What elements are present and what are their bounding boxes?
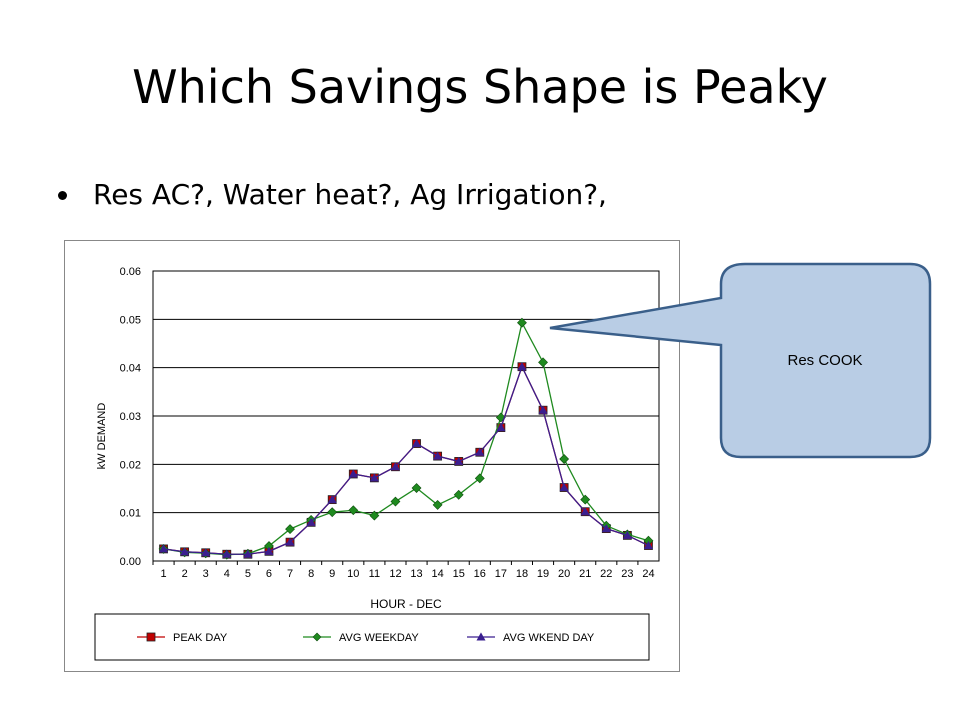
x-tick-label: 3 bbox=[203, 568, 209, 580]
y-tick-label: 0.06 bbox=[120, 266, 141, 278]
data-point-triangle bbox=[538, 405, 548, 414]
data-point-square bbox=[146, 632, 156, 642]
data-point-diamond bbox=[559, 454, 570, 464]
x-tick-label: 9 bbox=[329, 568, 335, 580]
data-point-triangle bbox=[476, 632, 486, 641]
data-point-triangle bbox=[201, 548, 211, 557]
x-axis-label: HOUR - DEC bbox=[370, 597, 442, 611]
data-point-diamond bbox=[312, 632, 322, 642]
series-layer bbox=[158, 317, 654, 560]
data-point-diamond bbox=[327, 507, 338, 518]
data-point-diamond bbox=[580, 494, 591, 505]
data-point-diamond bbox=[432, 500, 443, 510]
data-point-triangle bbox=[496, 422, 506, 432]
x-tick-labels: 1 2 3 4 5 6 7 8 9 10 11 12 13 14 15 16 17 18 19 20 21 22 23 24 bbox=[152, 561, 655, 580]
x-tick-label: 16 bbox=[474, 568, 486, 580]
y-tick-label: 0.00 bbox=[120, 556, 141, 568]
legend-entry: AVG WEEKDAY bbox=[303, 632, 419, 644]
x-tick-label: 24 bbox=[642, 568, 654, 580]
slide-title: Which Savings Shape is Peaky bbox=[132, 60, 828, 114]
legend-entry: AVG WKEND DAY bbox=[467, 632, 595, 644]
y-tick-label: 0.04 bbox=[120, 363, 141, 375]
data-point-triangle bbox=[264, 546, 274, 555]
data-point-triangle bbox=[622, 530, 632, 539]
data-point-diamond bbox=[285, 524, 295, 535]
legend-entry: PEAK DAY bbox=[137, 632, 228, 644]
data-point-diamond bbox=[453, 489, 464, 500]
data-point-triangle bbox=[180, 547, 190, 556]
series-avg-weekday bbox=[158, 317, 654, 560]
legend-label: AVG WKEND DAY bbox=[503, 632, 595, 644]
x-tick-label: 19 bbox=[537, 568, 549, 580]
y-axis-label: kW DEMAND bbox=[96, 403, 108, 470]
x-tick-label: 2 bbox=[182, 568, 188, 580]
data-point-triangle bbox=[390, 462, 400, 471]
data-point-diamond bbox=[411, 483, 422, 493]
x-tick-label: 23 bbox=[621, 568, 633, 580]
series-line bbox=[163, 365, 649, 555]
data-point-triangle bbox=[243, 549, 253, 558]
data-point-triangle bbox=[475, 447, 485, 456]
data-point-triangle bbox=[306, 517, 316, 526]
data-point-triangle bbox=[285, 537, 295, 546]
data-point-diamond bbox=[348, 505, 359, 516]
data-point-triangle bbox=[643, 540, 653, 550]
data-point-diamond bbox=[390, 496, 401, 507]
data-point-diamond bbox=[538, 357, 548, 368]
line-chart: 0.000.010.020.030.040.050.06 1 2 3 4 5 6 7 8 9 10… bbox=[94, 266, 660, 661]
data-point-triangle bbox=[348, 469, 358, 478]
y-tick-label: 0.02 bbox=[120, 459, 141, 471]
legend-box bbox=[94, 613, 650, 661]
x-tick-label: 22 bbox=[600, 568, 612, 580]
x-tick-label: 10 bbox=[347, 568, 359, 580]
x-tick-label: 20 bbox=[558, 568, 570, 580]
legend-label: AVG WEEKDAY bbox=[339, 632, 419, 644]
chart-frame: 0.00 0.01 0.02 0.03 0.04 0.05 0.06 1 2 3 4 5 6 7 8 9 10… bbox=[64, 240, 680, 672]
y-tick-label: 0.01 bbox=[120, 508, 141, 520]
series-peak-day bbox=[159, 362, 653, 559]
bullet-text: Res AC?, Water heat?, Ag Irrigation?, bbox=[93, 178, 607, 211]
legend-label: PEAK DAY bbox=[173, 632, 228, 644]
data-point-triangle bbox=[369, 473, 379, 482]
data-point-diamond bbox=[474, 473, 485, 484]
bullet-dot-icon bbox=[58, 191, 67, 200]
x-tick-label: 1 bbox=[160, 568, 166, 580]
x-tick-label: 21 bbox=[579, 568, 591, 580]
data-point-triangle bbox=[412, 438, 422, 448]
bullet-item: Res AC?, Water heat?, Ag Irrigation?, bbox=[58, 178, 607, 211]
data-point-triangle bbox=[433, 451, 443, 460]
x-tick-label: 15 bbox=[453, 568, 465, 580]
data-point-triangle bbox=[159, 544, 169, 553]
data-point-triangle bbox=[580, 507, 590, 516]
x-tick-label: 14 bbox=[432, 568, 444, 580]
x-tick-label: 4 bbox=[224, 568, 230, 580]
x-tick-label: 5 bbox=[245, 568, 251, 580]
y-tick-label: 0.05 bbox=[120, 314, 141, 326]
callout-label: Res COOK bbox=[787, 352, 863, 369]
data-point-triangle bbox=[454, 456, 464, 465]
x-tick-label: 6 bbox=[266, 568, 272, 580]
x-tick-label: 12 bbox=[389, 568, 401, 580]
data-point-triangle bbox=[222, 549, 232, 558]
series-line bbox=[163, 365, 649, 555]
data-point-triangle bbox=[327, 494, 337, 504]
series-line bbox=[163, 320, 649, 556]
series-avg-wkend-day bbox=[159, 362, 653, 558]
x-tick-label: 18 bbox=[516, 568, 528, 580]
data-point-triangle bbox=[517, 362, 527, 371]
x-tick-label: 13 bbox=[410, 568, 422, 580]
legend: PEAK DAY AVG WEEKDAY AVG WKEND DAY bbox=[94, 613, 650, 661]
data-point-diamond bbox=[517, 317, 527, 328]
x-tick-label: 11 bbox=[369, 568, 380, 580]
y-tick-label: 0.03 bbox=[120, 411, 141, 423]
data-point-triangle bbox=[601, 523, 611, 533]
data-point-triangle bbox=[559, 482, 569, 492]
x-tick-label: 8 bbox=[308, 568, 314, 580]
y-tick-labels: 0.00 0.01 0.02 0.03 0.04 0.05 0.06 bbox=[120, 266, 141, 568]
x-tick-label: 7 bbox=[287, 568, 293, 580]
x-tick-label: 17 bbox=[495, 568, 507, 580]
grid-lines bbox=[152, 270, 660, 562]
data-point-diamond bbox=[369, 510, 380, 521]
